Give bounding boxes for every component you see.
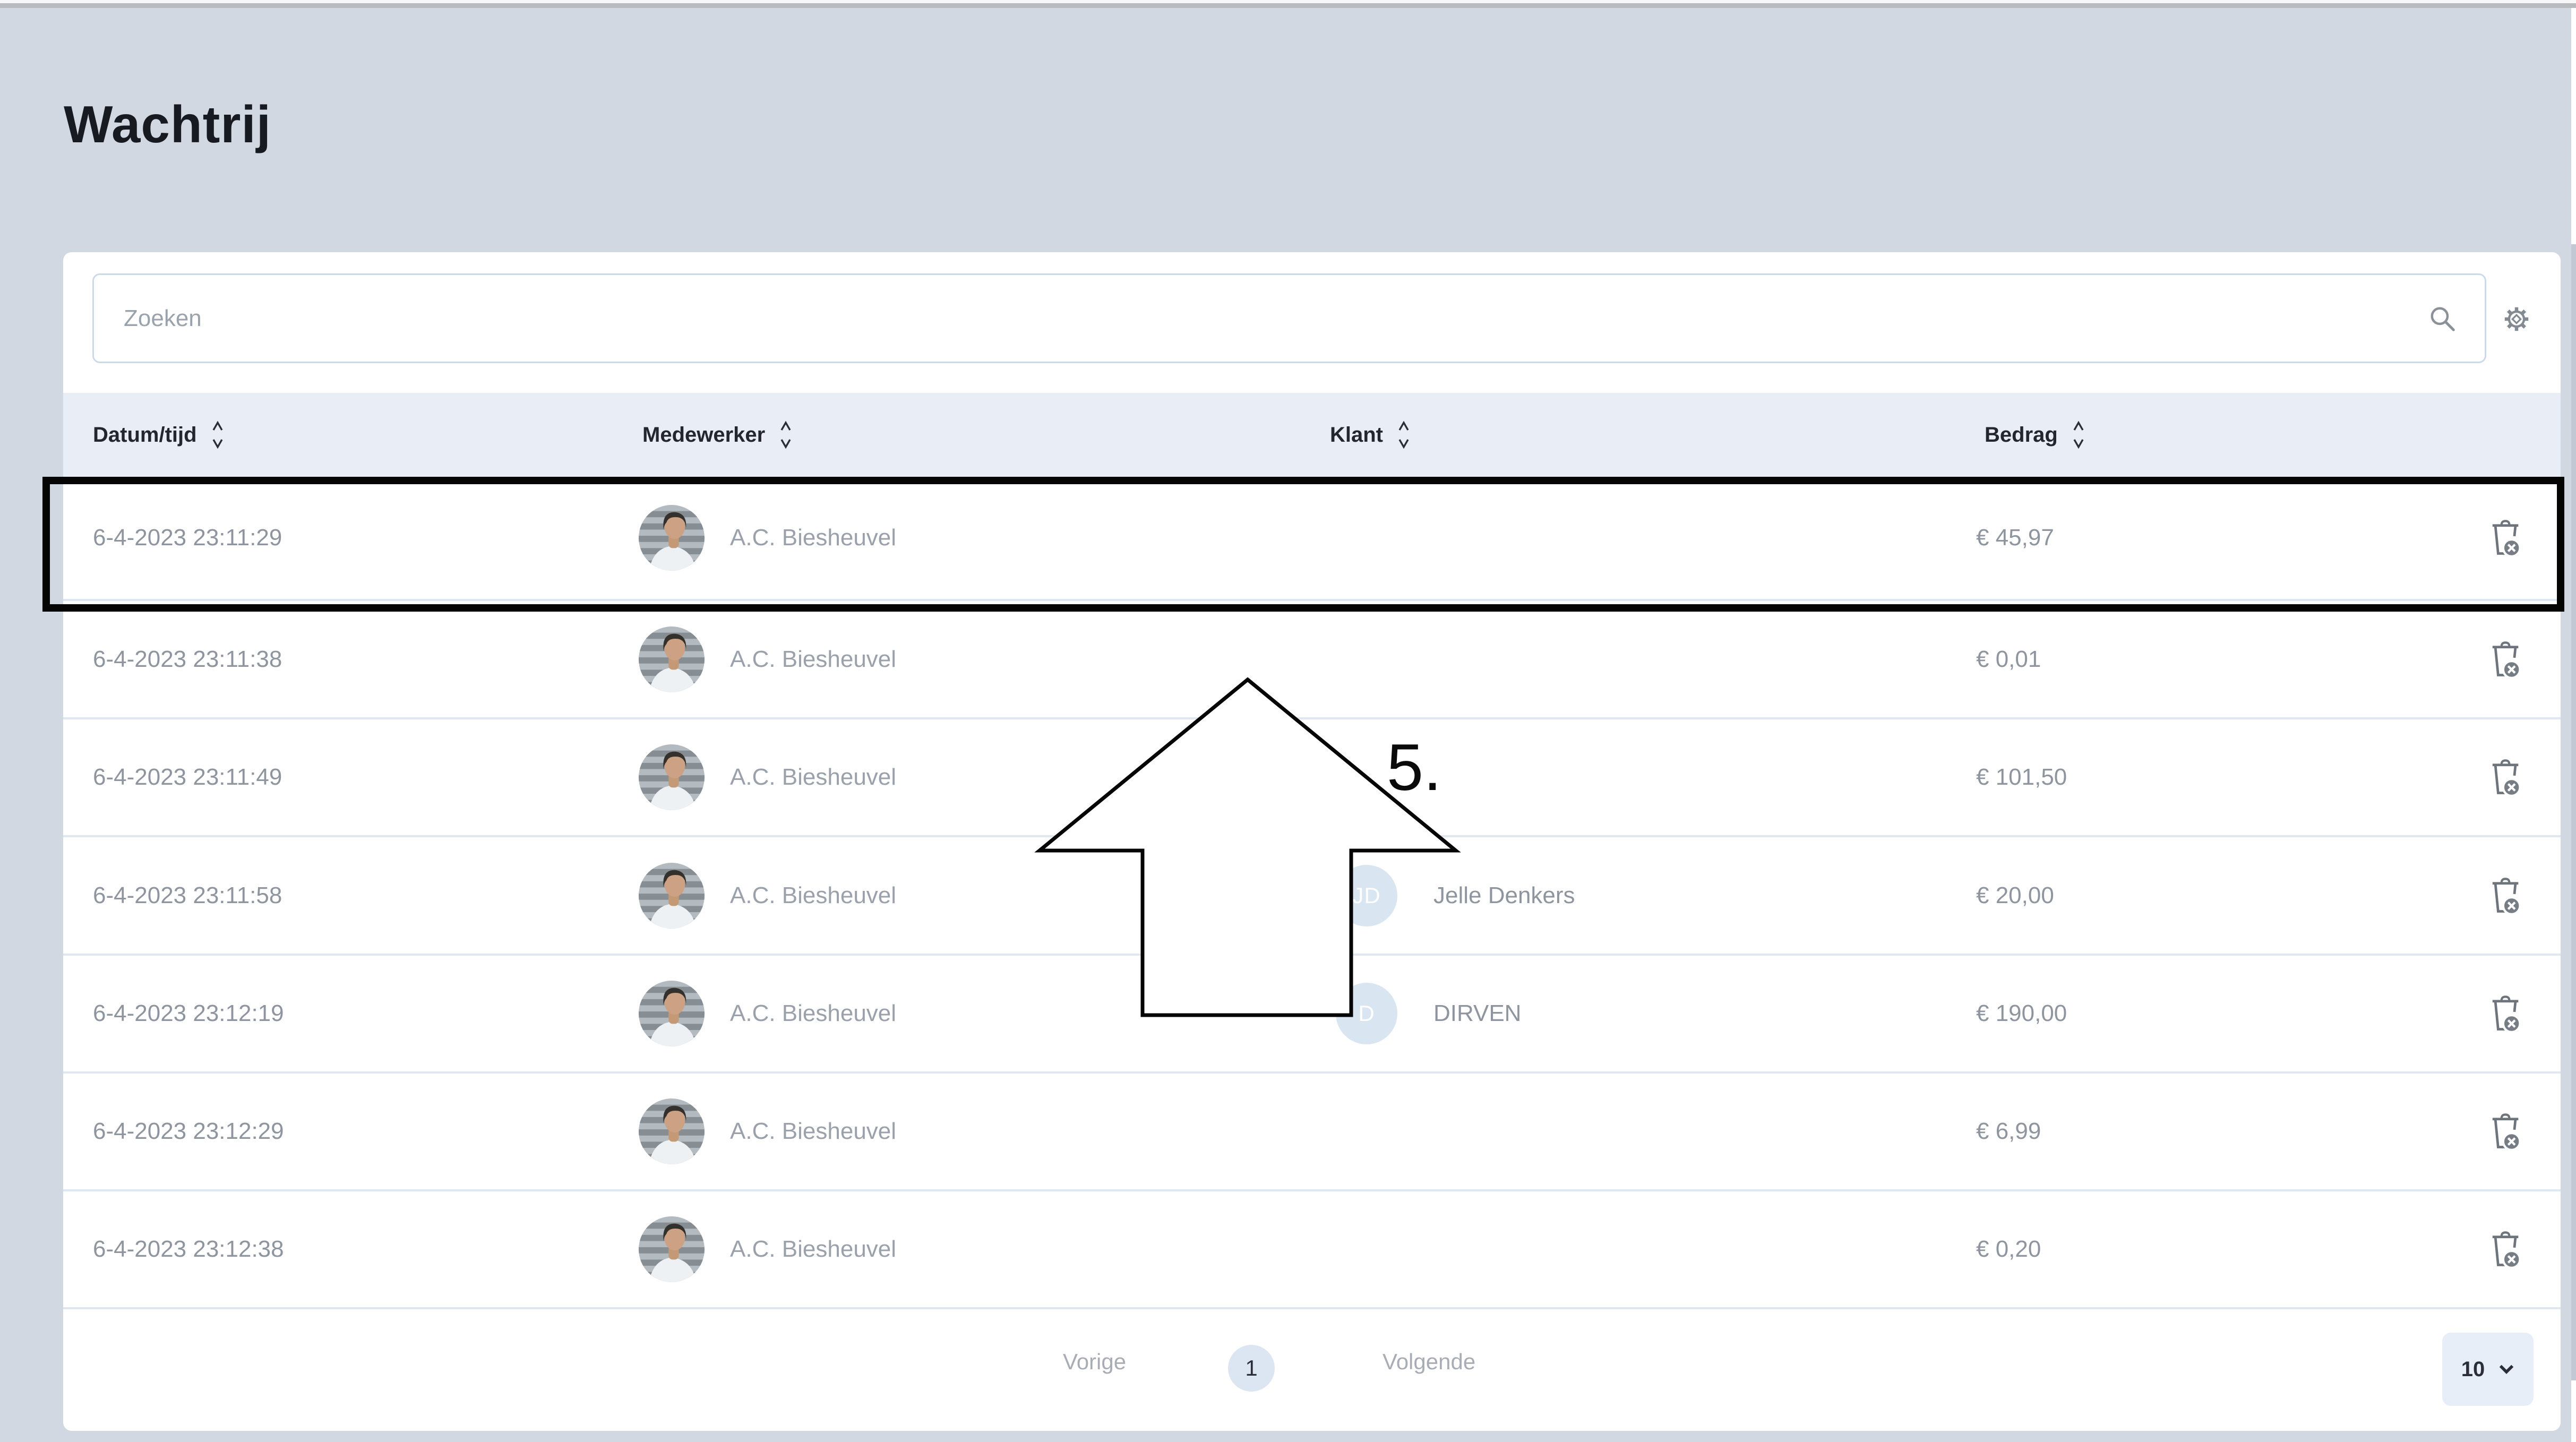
row-bedrag: € 20,00 [1976,882,2054,908]
row-datetime: 6-4-2023 23:12:29 [93,1118,284,1144]
employee-avatar [639,505,705,571]
row-medewerker: A.C. Biesheuvel [730,646,897,672]
row-medewerker: A.C. Biesheuvel [730,1118,897,1144]
sort-icon[interactable] [780,420,792,450]
page-size-select[interactable]: 10 [2442,1333,2534,1406]
customer-avatar: D [1336,983,1397,1044]
trash-icon [2487,1229,2523,1269]
table-row[interactable]: 6-4-2023 23:11:29 A.C. Biesheuvel € 45,9… [63,477,2561,601]
table-row[interactable]: 6-4-2023 23:11:49 A.C. Biesheuvel € 101,… [63,719,2561,837]
row-klant: DIRVEN [1433,1000,1522,1026]
column-label: Bedrag [1985,423,2058,447]
column-header-medewerker[interactable]: Medewerker [642,393,792,477]
employee-avatar [639,744,705,810]
row-medewerker: A.C. Biesheuvel [730,764,897,790]
row-bedrag: € 45,97 [1976,525,2054,551]
column-header-klant[interactable]: Klant [1330,393,1410,477]
trash-icon [2487,993,2523,1034]
table-row[interactable]: 6-4-2023 23:11:58 A.C. Biesheuvel JD Jel… [63,837,2561,956]
trash-icon [2487,518,2523,558]
employee-avatar [639,626,705,692]
delete-row-button[interactable] [2487,876,2523,916]
employee-avatar [639,1098,705,1164]
delete-row-button[interactable] [2487,993,2523,1034]
queue-card: Datum/tijd Medewerker Klant Bedrag 6-4-2… [63,252,2561,1431]
delete-row-button[interactable] [2487,1229,2523,1269]
table-row[interactable]: 6-4-2023 23:11:38 A.C. Biesheuvel € 0,01 [63,601,2561,719]
delete-row-button[interactable] [2487,639,2523,680]
sort-icon[interactable] [1398,420,1410,450]
delete-row-button[interactable] [2487,518,2523,558]
gear-icon[interactable] [2503,305,2530,333]
row-datetime: 6-4-2023 23:11:29 [93,525,282,551]
row-bedrag: € 0,20 [1976,1236,2041,1262]
row-bedrag: € 6,99 [1976,1118,2041,1144]
row-bedrag: € 190,00 [1976,1000,2067,1026]
row-medewerker: A.C. Biesheuvel [730,1236,897,1262]
delete-row-button[interactable] [2487,1111,2523,1152]
employee-avatar [639,863,705,929]
column-label: Datum/tijd [93,423,197,447]
row-datetime: 6-4-2023 23:11:38 [93,646,282,672]
trash-icon [2487,1111,2523,1152]
row-bedrag: € 101,50 [1976,764,2067,790]
column-label: Medewerker [642,423,766,447]
column-header-bedrag[interactable]: Bedrag [1985,393,2084,477]
customer-initials: D [1358,1001,1375,1026]
row-datetime: 6-4-2023 23:12:19 [93,1000,284,1026]
page-size-value: 10 [2461,1357,2485,1381]
table-header: Datum/tijd Medewerker Klant Bedrag [63,393,2561,477]
window-top-strip [0,0,2576,3]
scrollbar-thumb[interactable] [2571,244,2576,1380]
row-datetime: 6-4-2023 23:11:49 [93,764,282,790]
row-klant: Jelle Denkers [1433,882,1575,908]
pagination-previous[interactable]: Vorige [1063,1349,1127,1374]
employee-avatar [639,981,705,1046]
table-row[interactable]: 6-4-2023 23:12:38 A.C. Biesheuvel € 0,20 [63,1191,2561,1309]
trash-icon [2487,757,2523,797]
search-icon[interactable] [2428,305,2457,333]
page-title: Wachtrij [64,95,271,153]
employee-avatar [639,1216,705,1282]
column-label: Klant [1330,423,1383,447]
customer-avatar: JD [1336,864,1397,926]
row-datetime: 6-4-2023 23:11:58 [93,882,282,908]
table-row[interactable]: 6-4-2023 23:12:29 A.C. Biesheuvel € 6,99 [63,1074,2561,1191]
window-top-border [0,3,2576,8]
row-datetime: 6-4-2023 23:12:38 [93,1236,284,1262]
search-input[interactable] [92,273,2486,363]
pagination-current-page[interactable]: 1 [1228,1345,1275,1392]
sort-icon[interactable] [212,420,224,450]
trash-icon [2487,876,2523,916]
column-header-datumtijd[interactable]: Datum/tijd [93,393,224,477]
sort-icon[interactable] [2073,420,2084,450]
row-bedrag: € 0,01 [1976,646,2041,672]
row-medewerker: A.C. Biesheuvel [730,525,897,551]
trash-icon [2487,639,2523,680]
pagination-next[interactable]: Volgende [1383,1349,1476,1374]
row-medewerker: A.C. Biesheuvel [730,882,897,908]
customer-initials: JD [1352,882,1381,908]
table-row[interactable]: 6-4-2023 23:12:19 A.C. Biesheuvel D DIRV… [63,956,2561,1074]
delete-row-button[interactable] [2487,757,2523,797]
row-medewerker: A.C. Biesheuvel [730,1000,897,1026]
chevron-down-icon [2498,1364,2514,1375]
